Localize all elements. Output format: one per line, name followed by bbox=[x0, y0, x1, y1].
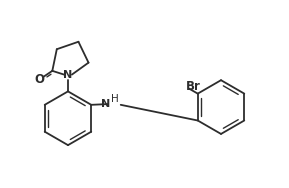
Text: O: O bbox=[34, 73, 44, 86]
Text: N: N bbox=[63, 70, 73, 80]
Text: Br: Br bbox=[186, 80, 201, 93]
Text: H: H bbox=[110, 94, 118, 104]
Text: N: N bbox=[101, 99, 111, 109]
